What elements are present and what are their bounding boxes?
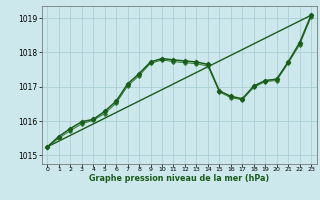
X-axis label: Graphe pression niveau de la mer (hPa): Graphe pression niveau de la mer (hPa) [89, 174, 269, 183]
